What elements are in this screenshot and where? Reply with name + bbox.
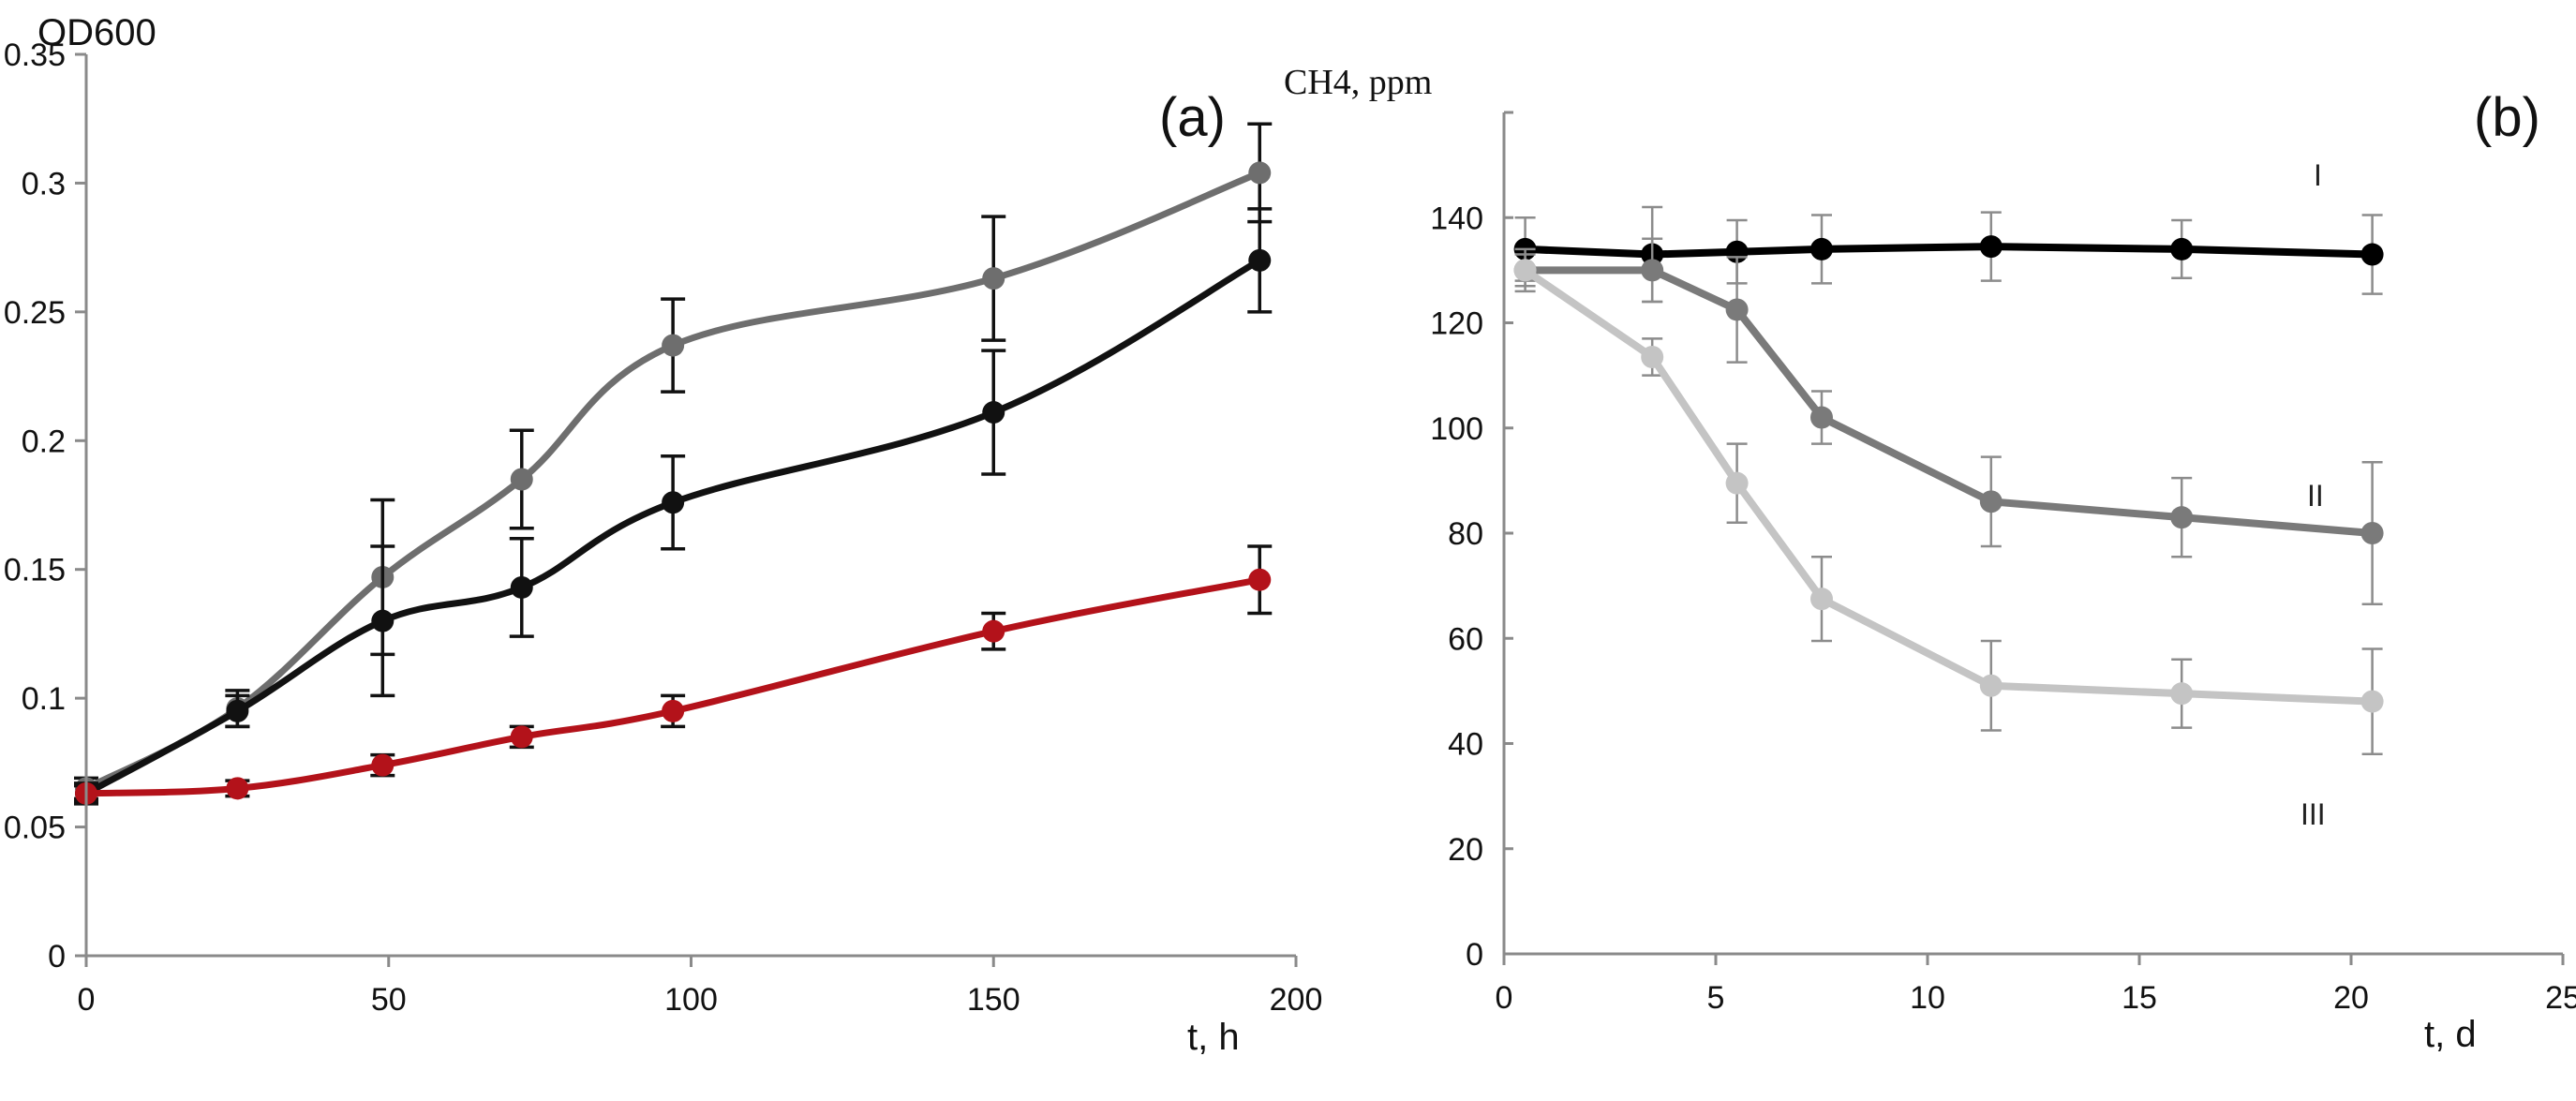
data-point	[1725, 471, 1749, 495]
data-point	[1810, 237, 1833, 260]
panel-a-y-tick-label: 0.35	[4, 37, 66, 73]
panel-b-xlabel: t, d	[2424, 1014, 2477, 1055]
panel-b-series-i	[1513, 205, 2384, 304]
data-point	[1810, 588, 1833, 611]
panel-a-xlabel: t, h	[1187, 1017, 1240, 1058]
panel-a-chart: 0 0.05 0.1 0.15 0.2 0.25 0.3 0.35 0 50 100 150 200 O…	[4, 12, 1323, 1058]
panel-b-label: (b)	[2474, 87, 2540, 148]
data-point	[510, 725, 533, 749]
data-point	[1248, 568, 1272, 591]
panel-b-x-tick-label: 5	[1707, 980, 1725, 1016]
panel-b-y-tick-label: 20	[1448, 832, 1483, 868]
data-point	[1979, 490, 2003, 513]
panel-b-y-tick-label: 60	[1448, 621, 1483, 657]
series-line	[1523, 267, 2373, 706]
panel-a-y-tick-label: 0.05	[4, 811, 66, 846]
data-point	[1979, 674, 2003, 697]
data-point	[1810, 406, 1833, 429]
panel-a-y-tick-label: 0.15	[4, 553, 66, 588]
data-point	[1641, 345, 1664, 368]
data-point	[1513, 259, 1537, 282]
panel-b-x-tick-label: 10	[1910, 980, 1945, 1016]
data-point	[371, 753, 395, 777]
panel-b-y-tick-label: 100	[1430, 411, 1483, 447]
panel-b-x-tick-label: 20	[2333, 980, 2369, 1016]
panel-a-y-tick-label: 0.25	[4, 295, 66, 331]
panel-b-series-ii	[1513, 237, 2384, 606]
data-point	[510, 575, 533, 599]
panel-b-annotation-i: I	[2314, 158, 2322, 192]
panel-b-x-tick-label: 15	[2122, 980, 2157, 1016]
panel-b-x-tick-label: 25	[2545, 980, 2576, 1016]
data-point	[510, 468, 533, 491]
panel-b-annotation-iii: III	[2301, 797, 2326, 831]
panel-b-ylabel: CH4, ppm	[1284, 63, 1432, 102]
data-point	[662, 491, 685, 514]
data-point	[1641, 259, 1664, 282]
panel-b-annotation-ii: II	[2307, 479, 2324, 513]
data-point	[1248, 161, 1272, 185]
data-point	[2170, 682, 2194, 706]
panel-a-label: (a)	[1159, 87, 1226, 148]
data-point	[226, 777, 249, 800]
panel-a-x-tick-label: 200	[1270, 982, 1323, 1018]
data-point	[982, 619, 1005, 643]
panel-a-y-tick-label: 0	[48, 939, 66, 975]
panel-a-y-tick-label: 0.1	[22, 681, 66, 717]
panel-a-series-red	[74, 544, 1273, 805]
panel-b-y-tick-label: 140	[1430, 201, 1483, 236]
data-point	[1979, 235, 2003, 259]
data-point	[2360, 243, 2384, 266]
data-point	[662, 334, 685, 357]
panel-a-ylabel: OD600	[37, 12, 156, 53]
panel-a-y-tick-label: 0.3	[22, 166, 66, 201]
panel-a-x-tick-label: 100	[664, 982, 718, 1018]
panel-a-series-black	[74, 207, 1273, 806]
panel-b-chart: 0 20 40 60 80 100 120 140 0 5 10 15 20 25 CH4, ppm t,…	[1284, 63, 2576, 1055]
data-point	[982, 267, 1005, 290]
panel-a-x-tick-label: 50	[371, 982, 407, 1018]
series-line	[1525, 266, 2373, 537]
panel-b-y-tick-label: 0	[1466, 937, 1483, 973]
data-point	[1725, 298, 1749, 321]
series-line	[84, 170, 1261, 792]
data-point	[226, 699, 249, 722]
panel-a-x-tick-label: 0	[78, 982, 96, 1018]
panel-b-y-tick-label: 80	[1448, 516, 1483, 552]
panel-b-series-iii	[1513, 253, 2384, 755]
data-point	[982, 401, 1005, 424]
data-point	[371, 609, 395, 632]
panel-b-x-tick-label: 0	[1496, 980, 1513, 1016]
data-point	[1248, 248, 1272, 272]
panel-a-y-tick-label: 0.2	[22, 424, 66, 459]
panel-b-y-tick-label: 40	[1448, 727, 1483, 763]
data-point	[2170, 237, 2194, 260]
data-point	[662, 699, 685, 722]
panel-b-y-tick-label: 120	[1430, 306, 1483, 342]
data-point	[2170, 506, 2194, 529]
data-point	[2360, 690, 2384, 713]
data-point	[2360, 522, 2384, 544]
panel-a-x-tick-label: 150	[967, 982, 1020, 1018]
